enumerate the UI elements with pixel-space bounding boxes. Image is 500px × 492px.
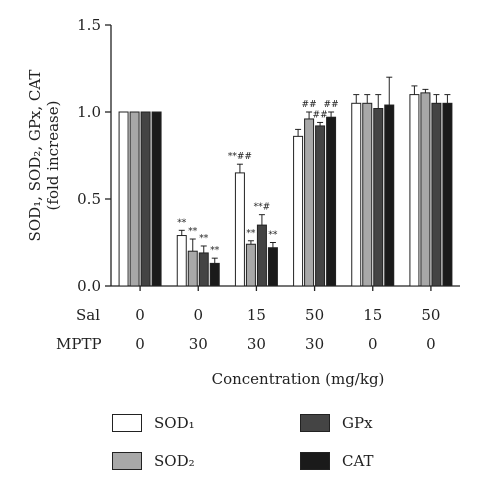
bar	[209, 262, 220, 287]
bar	[384, 104, 395, 287]
chart-legend: SOD₁ SOD₂ GPx CAT	[112, 414, 412, 484]
significance-label: ##	[324, 100, 339, 110]
x-tick-label-mptp: 30	[305, 335, 324, 353]
x-tick-label-mptp: 30	[189, 335, 208, 353]
x-tick-label-mptp: 0	[426, 335, 436, 353]
legend-label-sod1: SOD₁	[154, 414, 195, 432]
bar	[442, 102, 453, 287]
bar	[293, 135, 304, 287]
legend-item-sod1: SOD₁	[112, 414, 195, 432]
legend-swatch-sod2	[112, 452, 142, 470]
legend-item-cat: CAT	[300, 452, 374, 470]
legend-item-gpx: GPx	[300, 414, 373, 432]
bar	[267, 247, 278, 287]
y-axis-label: SOD₁, SOD₂, GPx, CAT (fold increase)	[26, 70, 62, 242]
x-tick-label-mptp: 30	[247, 335, 266, 353]
legend-item-sod2: SOD₂	[112, 452, 195, 470]
significance-label: ##	[313, 110, 328, 120]
bar	[198, 252, 209, 287]
significance-label: **##	[228, 152, 252, 162]
y-tick-label: 0.0	[77, 277, 101, 295]
y-axis-label-line1: SOD₁, SOD₂, GPx, CAT	[26, 70, 44, 242]
significance-label: **	[210, 246, 220, 256]
significance-label: **	[246, 229, 256, 239]
row-label-sal: Sal	[76, 306, 100, 324]
legend-label-gpx: GPx	[342, 414, 373, 432]
x-tick-label-sal: 50	[421, 306, 440, 324]
y-tick-label: 1.5	[77, 16, 101, 34]
legend-swatch-sod1	[112, 414, 142, 432]
legend-label-cat: CAT	[342, 452, 374, 470]
bar	[140, 111, 151, 287]
bar	[431, 102, 442, 287]
row-label-mptp: MPTP	[56, 335, 102, 353]
x-tick-label-sal: 50	[305, 306, 324, 324]
y-tick-label: 0.5	[77, 190, 101, 208]
legend-swatch-gpx	[300, 414, 330, 432]
chart-axes: 0.0 0.5 1.0 1.5 SOD₁, SOD₂, GPx, CAT (fold in…	[26, 16, 460, 295]
bar	[409, 94, 420, 287]
chart-labels: 0 0 0 30 15 30 50 30 15 0 50 0 Sal MPTP Concentration …	[56, 306, 440, 388]
x-tick-label-sal: 15	[247, 306, 266, 324]
bar	[326, 116, 337, 287]
bar	[420, 92, 431, 287]
significance-label: **	[199, 234, 209, 244]
bar	[373, 108, 384, 287]
x-tick-label-sal: 0	[135, 306, 145, 324]
y-axis-label-line2: (fold increase)	[44, 101, 62, 211]
bar	[256, 224, 267, 287]
bar	[234, 172, 245, 287]
bar	[351, 102, 362, 287]
significance-label: ##	[302, 100, 317, 110]
bar	[151, 111, 162, 287]
bar	[129, 111, 140, 287]
bar	[304, 118, 315, 287]
significance-label: **	[188, 227, 198, 237]
x-axis-label: Concentration (mg/kg)	[212, 370, 385, 388]
significance-label: **#	[254, 203, 271, 213]
significance-label: **	[268, 231, 278, 241]
chart-bars: **********##****#**######	[118, 76, 453, 287]
bar	[362, 102, 373, 287]
bar	[118, 111, 129, 287]
x-tick-label-sal: 0	[193, 306, 203, 324]
legend-swatch-cat	[300, 452, 330, 470]
bar	[176, 235, 187, 287]
significance-label: **	[177, 218, 187, 228]
bar	[315, 125, 326, 287]
x-tick-label-mptp: 0	[135, 335, 145, 353]
legend-label-sod2: SOD₂	[154, 452, 195, 470]
bar	[187, 250, 198, 287]
bar	[245, 243, 256, 287]
y-tick-label: 1.0	[77, 103, 101, 121]
x-tick-label-sal: 15	[363, 306, 382, 324]
x-tick-label-mptp: 0	[368, 335, 378, 353]
